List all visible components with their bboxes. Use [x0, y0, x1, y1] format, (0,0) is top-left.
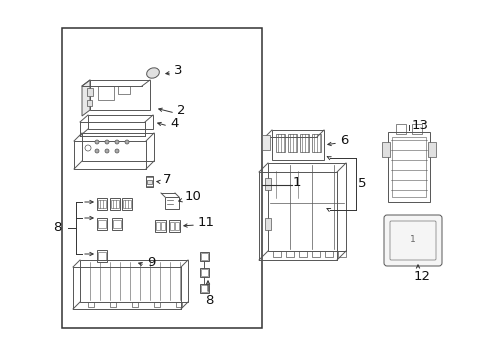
Bar — [201, 253, 207, 260]
Bar — [201, 269, 207, 276]
Bar — [98, 86, 114, 100]
Text: 13: 13 — [411, 120, 428, 132]
Bar — [87, 88, 93, 96]
Bar — [123, 200, 131, 208]
Bar — [118, 86, 130, 94]
Bar — [154, 302, 160, 307]
Bar — [88, 115, 153, 129]
Polygon shape — [82, 80, 90, 116]
Bar — [285, 251, 293, 257]
Bar — [201, 285, 207, 292]
Bar — [98, 252, 106, 260]
Circle shape — [125, 140, 129, 144]
Bar — [155, 220, 165, 232]
Text: 2: 2 — [177, 104, 185, 117]
Circle shape — [105, 140, 109, 144]
Bar — [299, 134, 308, 152]
Text: 12: 12 — [413, 270, 430, 284]
Text: 8: 8 — [204, 293, 213, 306]
Bar — [90, 80, 150, 110]
Bar — [97, 218, 107, 230]
Circle shape — [115, 149, 119, 153]
Bar — [161, 222, 164, 230]
Circle shape — [105, 149, 109, 153]
Text: 5: 5 — [357, 177, 366, 190]
Ellipse shape — [146, 68, 159, 78]
Text: 7: 7 — [163, 174, 171, 186]
Text: 1: 1 — [292, 176, 301, 189]
Bar — [98, 200, 106, 208]
Bar — [170, 222, 174, 230]
Text: 9: 9 — [147, 256, 155, 270]
Bar — [156, 222, 160, 230]
Circle shape — [95, 140, 99, 144]
Bar — [200, 284, 208, 293]
Bar — [287, 134, 296, 152]
Bar — [97, 250, 107, 262]
Bar — [200, 252, 208, 261]
Bar — [122, 198, 132, 210]
Bar — [147, 180, 152, 184]
Text: 3: 3 — [174, 64, 182, 77]
Bar — [311, 251, 319, 257]
Text: 6: 6 — [339, 135, 347, 148]
Bar — [98, 220, 106, 228]
Bar — [275, 134, 285, 152]
Bar — [87, 100, 92, 106]
Bar — [264, 178, 270, 190]
Circle shape — [115, 140, 119, 144]
Bar — [387, 132, 429, 202]
Text: 1: 1 — [409, 235, 415, 244]
Bar — [110, 198, 120, 210]
Bar — [97, 198, 107, 210]
Bar — [112, 218, 122, 230]
FancyBboxPatch shape — [383, 215, 441, 266]
Text: 8: 8 — [53, 221, 61, 234]
Bar — [146, 176, 153, 187]
Bar — [175, 222, 179, 230]
Bar — [111, 200, 119, 208]
Bar — [411, 124, 421, 134]
Circle shape — [95, 149, 99, 153]
Text: 11: 11 — [198, 216, 215, 230]
Bar — [169, 220, 180, 232]
Bar — [132, 302, 138, 307]
Bar — [164, 197, 179, 209]
Bar — [110, 302, 116, 307]
Bar — [311, 134, 320, 152]
Text: 4: 4 — [170, 117, 178, 130]
Bar — [395, 124, 405, 134]
Bar — [82, 133, 154, 161]
Bar — [325, 251, 332, 257]
Bar — [113, 220, 121, 228]
Bar — [176, 302, 182, 307]
Bar — [62, 28, 262, 328]
Text: 10: 10 — [184, 190, 202, 203]
Bar — [298, 251, 306, 257]
Bar — [391, 137, 425, 197]
Bar — [272, 251, 281, 257]
Bar — [264, 218, 270, 230]
Bar — [88, 302, 94, 307]
Bar — [271, 130, 324, 160]
Bar — [262, 135, 269, 150]
Bar — [381, 142, 389, 157]
Bar — [200, 268, 208, 277]
Bar — [427, 142, 435, 157]
Bar — [337, 251, 346, 257]
Bar — [80, 260, 187, 302]
Bar — [267, 163, 346, 251]
